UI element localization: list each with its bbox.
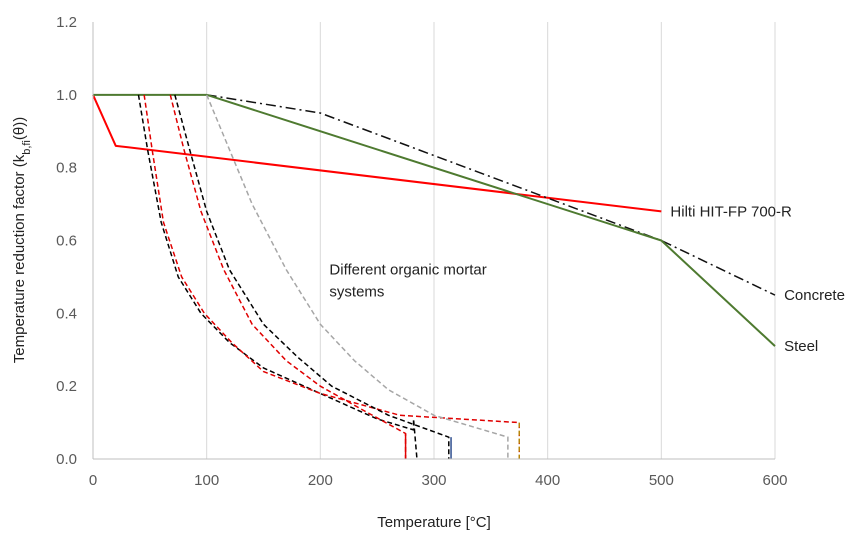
x-tick-label: 200 <box>308 472 333 489</box>
x-tick-label: 600 <box>762 472 787 489</box>
axis-layer: 0 100 200 300 400 500 600 0.0 0.2 0.4 0.6 0.8 1.0 1.2 <box>56 14 787 489</box>
annotation-text: Different organic mortar <box>329 262 486 279</box>
x-axis-title: Temperature [°C] <box>377 514 491 531</box>
y-axis-title: Temperature reduction factor (kb,fi(θ)) <box>11 117 33 363</box>
mortar-series-line <box>169 94 407 459</box>
steel-series-line <box>93 93 776 347</box>
y-tick-label: 1.2 <box>56 14 77 31</box>
y-tick-label: 0.4 <box>56 305 77 322</box>
y-axis-title-tail: (θ)) <box>11 117 28 140</box>
label-layer: Hilti HIT-FP 700-R Concrete Steel Different… <box>329 203 845 355</box>
mortar-series-line <box>205 94 509 459</box>
series-label: Concrete <box>784 287 845 304</box>
y-tick-label: 0.6 <box>56 233 77 250</box>
y-tick-label: 1.0 <box>56 87 77 104</box>
x-tick-label: 400 <box>535 472 560 489</box>
y-tick-label: 0.2 <box>56 378 77 395</box>
x-tick-label: 0 <box>89 472 97 489</box>
series-label: Hilti HIT-FP 700-R <box>670 203 792 220</box>
y-tick-label: 0.0 <box>56 451 77 468</box>
mortar-series-line <box>174 94 450 459</box>
mortar-series-line <box>143 94 520 459</box>
x-tick-label: 500 <box>649 472 674 489</box>
x-tick-label: 300 <box>421 472 446 489</box>
y-tick-label: 0.8 <box>56 160 77 177</box>
x-tick-label: 100 <box>194 472 219 489</box>
y-axis-title-main: Temperature reduction factor (k <box>11 154 28 363</box>
series-layer <box>92 93 776 460</box>
hilti-hit-fp-700-r-series-line <box>92 94 662 213</box>
y-axis-title-sub: b,fi <box>21 140 33 155</box>
concrete-series-line <box>206 94 776 296</box>
annotation-text: systems <box>329 283 384 300</box>
grid-layer <box>206 22 776 459</box>
series-label: Steel <box>784 338 818 355</box>
